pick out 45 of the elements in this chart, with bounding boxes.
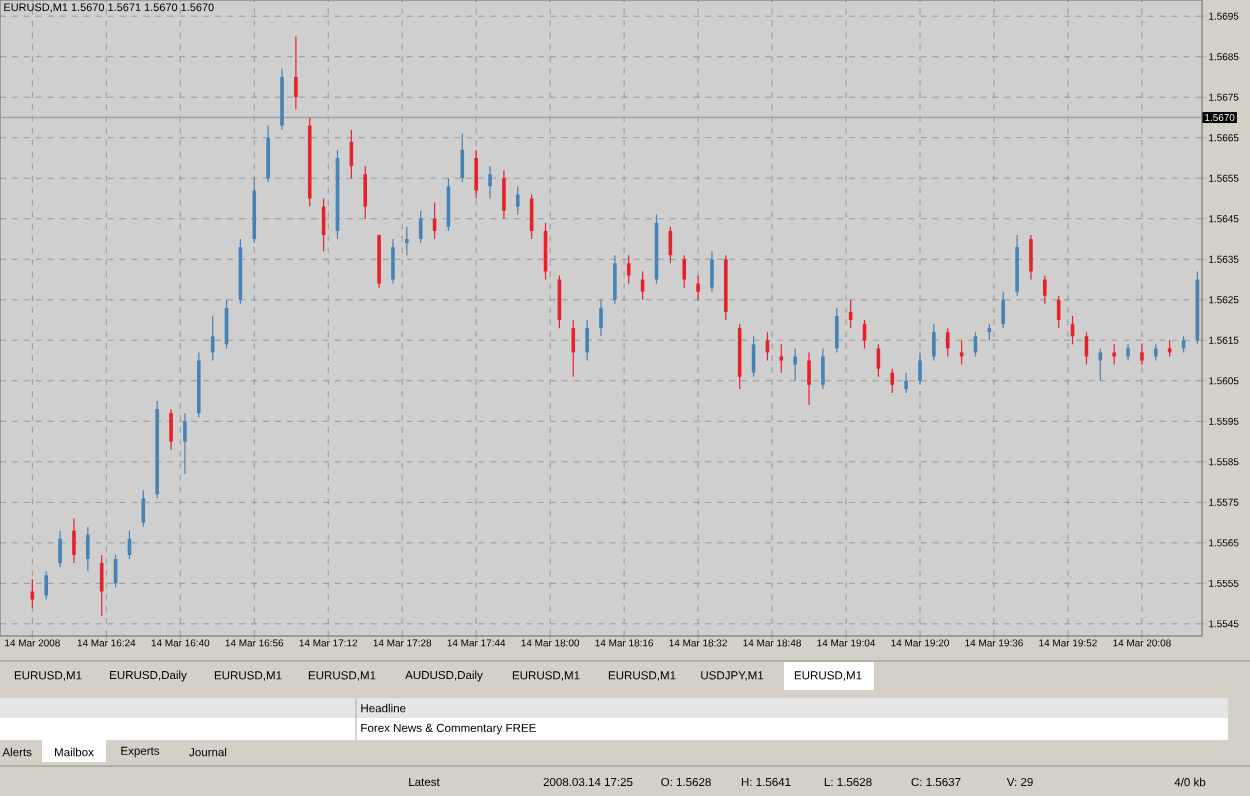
candlestick	[99, 554, 104, 617]
candlestick	[1001, 291, 1006, 329]
candlestick	[488, 165, 492, 200]
candlestick	[391, 238, 395, 285]
candlestick	[585, 319, 589, 362]
candlestick	[945, 327, 950, 358]
candlestick	[58, 530, 62, 568]
candlestick	[169, 408, 173, 451]
candlestick	[1056, 295, 1061, 329]
candlestick	[682, 254, 687, 289]
candlestick	[474, 149, 478, 200]
candlestick	[1140, 343, 1144, 366]
candlestick	[86, 526, 90, 572]
candlestick	[779, 343, 784, 374]
candlestick	[30, 578, 35, 609]
candlestick	[807, 351, 811, 406]
candlestick	[1029, 234, 1033, 281]
candlestick	[405, 226, 409, 256]
candlestick	[821, 347, 825, 390]
candlestick	[918, 351, 922, 386]
candlestick	[183, 412, 187, 475]
candlestick	[599, 299, 603, 337]
candlestick	[1126, 343, 1130, 362]
candlestick	[363, 165, 368, 220]
candlestick	[613, 254, 617, 305]
candlestick	[418, 210, 423, 244]
candlestick	[834, 307, 839, 354]
candlestick	[294, 35, 298, 110]
candlestick	[1112, 343, 1116, 366]
candlestick	[793, 347, 797, 382]
candlestick	[266, 124, 270, 183]
candlestick	[626, 254, 631, 285]
candlestick	[1015, 234, 1019, 297]
candlestick	[44, 570, 49, 601]
candlestick	[710, 250, 714, 293]
candlestick	[1043, 274, 1047, 305]
candlestick	[696, 274, 700, 301]
candlestick	[890, 368, 895, 394]
candlestick	[932, 323, 936, 362]
candlestick	[571, 319, 576, 378]
candlestick	[502, 169, 506, 220]
candlestick	[1098, 347, 1103, 382]
candlestick	[515, 185, 520, 216]
candlestick	[72, 517, 76, 564]
candlestick	[904, 372, 908, 394]
